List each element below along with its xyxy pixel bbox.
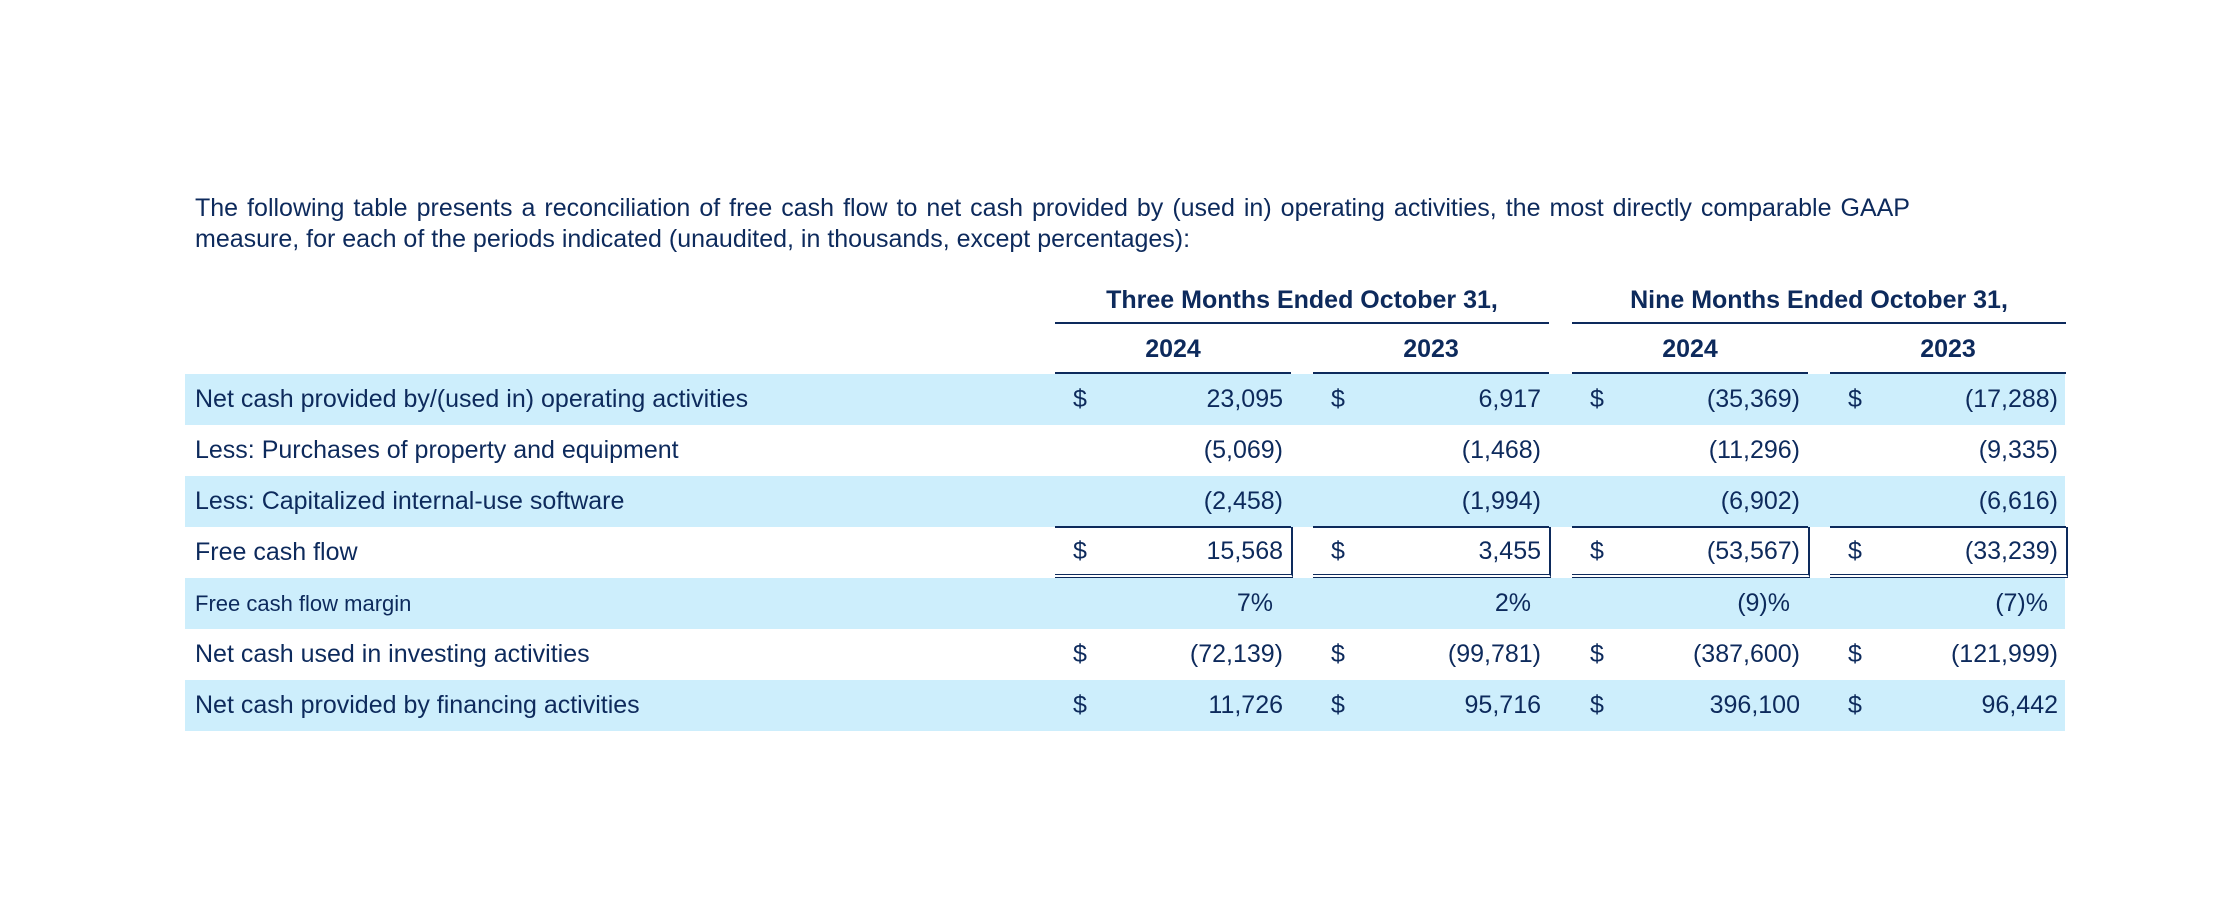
table-row: Less: Capitalized internal-use software … [185,476,2066,527]
value-cell: $11,726 [1055,680,1291,731]
value-cell: (11,296) [1572,425,1808,476]
row-label: Free cash flow margin [195,591,412,616]
value-cell: $6,917 [1313,374,1549,425]
row-label: Less: Capitalized internal-use software [195,487,625,515]
currency-symbol: $ [1331,537,1345,565]
currency-symbol: $ [1331,640,1345,668]
value-cell: (5,069) [1055,425,1291,476]
value-cell: 2% [1313,578,1549,629]
cell-value: 15,568 [1206,537,1283,565]
cell-value: (99,781) [1447,640,1541,668]
header-year: 2023 [1830,328,2066,374]
header-nine-months: Nine Months Ended October 31, [1572,280,2066,324]
currency-symbol: $ [1848,385,1862,413]
cell-value: (2,458) [1203,487,1283,515]
row-label: Free cash flow [195,538,358,566]
currency-symbol: $ [1590,385,1604,413]
currency-symbol: $ [1331,385,1345,413]
currency-symbol: $ [1848,640,1862,668]
cell-value: 2% [1494,589,1531,617]
value-cell: $95,716 [1313,680,1549,731]
currency-symbol: $ [1848,691,1862,719]
value-cell: $396,100 [1572,680,1808,731]
value-cell: (2,458) [1055,476,1291,527]
value-cell: $ (99,781) [1313,629,1549,680]
row-label: Net cash provided by financing activitie… [195,691,640,719]
cell-value: (11,296) [1708,436,1800,464]
currency-symbol: $ [1073,691,1087,719]
currency-symbol: $ [1590,640,1604,668]
currency-symbol: $ [1331,691,1345,719]
cell-value: (72,139) [1189,640,1283,668]
header-year: 2023 [1313,328,1549,374]
value-cell: (1,994) [1313,476,1549,527]
value-cell: (9,335) [1830,425,2066,476]
value-cell: (9)% [1572,578,1808,629]
cell-value: (121,999) [1950,640,2058,668]
cell-value: (9,335) [1978,436,2058,464]
table-row: Less: Purchases of property and equipmen… [185,425,2065,476]
value-cell: $ (387,600) [1572,629,1808,680]
header-three-months: Three Months Ended October 31, [1055,280,1549,324]
total-cell: $15,568 [1055,527,1293,578]
cell-value: 3,455 [1478,537,1541,565]
row-label: Net cash used in investing activities [195,640,590,668]
table-row: Free cash flow margin 7% 2% (9)% (7)% [185,578,2065,629]
total-cell: $ (53,567) [1572,527,1810,578]
header-year: 2024 [1572,328,1808,374]
value-cell: $96,442 [1830,680,2066,731]
value-cell: $ (121,999) [1830,629,2066,680]
cell-value: 6,917 [1478,385,1541,413]
value-cell: $ (35,369) [1572,374,1808,425]
row-label: Less: Purchases of property and equipmen… [195,436,679,464]
cell-value: 96,442 [1981,691,2058,719]
cell-value: (1,468) [1461,436,1541,464]
cell-value: (9)% [1737,589,1790,617]
table-row: Net cash used in investing activities $ (… [185,629,2065,680]
cell-value: (1,994) [1461,487,1541,515]
cell-value: (53,567) [1706,537,1800,565]
cell-value: (7)% [1995,589,2048,617]
total-cell: $ (33,239) [1830,527,2068,578]
total-cell: $3,455 [1313,527,1551,578]
cell-value: (33,239) [1964,537,2058,565]
cell-value: (6,902) [1720,487,1800,515]
currency-symbol: $ [1590,537,1604,565]
currency-symbol: $ [1073,640,1087,668]
table-row: Net cash provided by financing activitie… [185,680,2065,731]
value-cell: $ (72,139) [1055,629,1291,680]
value-cell: $ (17,288) [1830,374,2066,425]
cell-value: (6,616) [1978,487,2058,515]
table-row: Net cash provided by/(used in) operating… [185,374,2065,425]
intro-paragraph: The following table presents a reconcili… [195,194,1910,253]
cell-value: 23,095 [1206,385,1283,413]
header-year: 2024 [1055,328,1291,374]
value-cell: (7)% [1830,578,2066,629]
value-cell: (6,616) [1830,476,2066,527]
cell-value: (387,600) [1692,640,1800,668]
currency-symbol: $ [1073,385,1087,413]
value-cell: 7% [1055,578,1291,629]
cell-value: 95,716 [1464,691,1541,719]
row-label: Net cash provided by/(used in) operating… [195,385,749,413]
table-row: Free cash flow $15,568 $3,455 $ (53,567) … [185,527,2068,578]
currency-symbol: $ [1073,537,1087,565]
value-cell: (1,468) [1313,425,1549,476]
cell-value: 7% [1236,589,1273,617]
currency-symbol: $ [1590,691,1604,719]
cell-value: (17,288) [1964,385,2058,413]
value-cell: (6,902) [1572,476,1808,527]
cell-value: 11,726 [1208,691,1283,719]
cell-value: (35,369) [1706,385,1800,413]
value-cell: $23,095 [1055,374,1291,425]
cell-value: (5,069) [1203,436,1283,464]
cell-value: 396,100 [1709,691,1800,719]
currency-symbol: $ [1848,537,1862,565]
